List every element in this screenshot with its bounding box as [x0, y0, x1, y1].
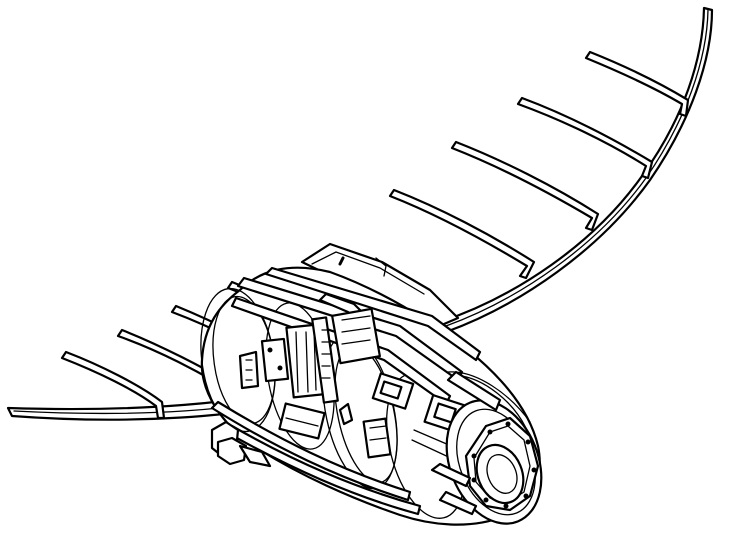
nose-ring: [430, 370, 543, 525]
right-wing-ribs: [388, 50, 690, 280]
nose-hub: [475, 443, 525, 505]
internal-structure: [238, 307, 471, 467]
underside-bracket: [210, 420, 272, 468]
right-wing: [388, 6, 714, 334]
longerons: [210, 266, 482, 516]
right-wing-spar: [438, 6, 714, 334]
